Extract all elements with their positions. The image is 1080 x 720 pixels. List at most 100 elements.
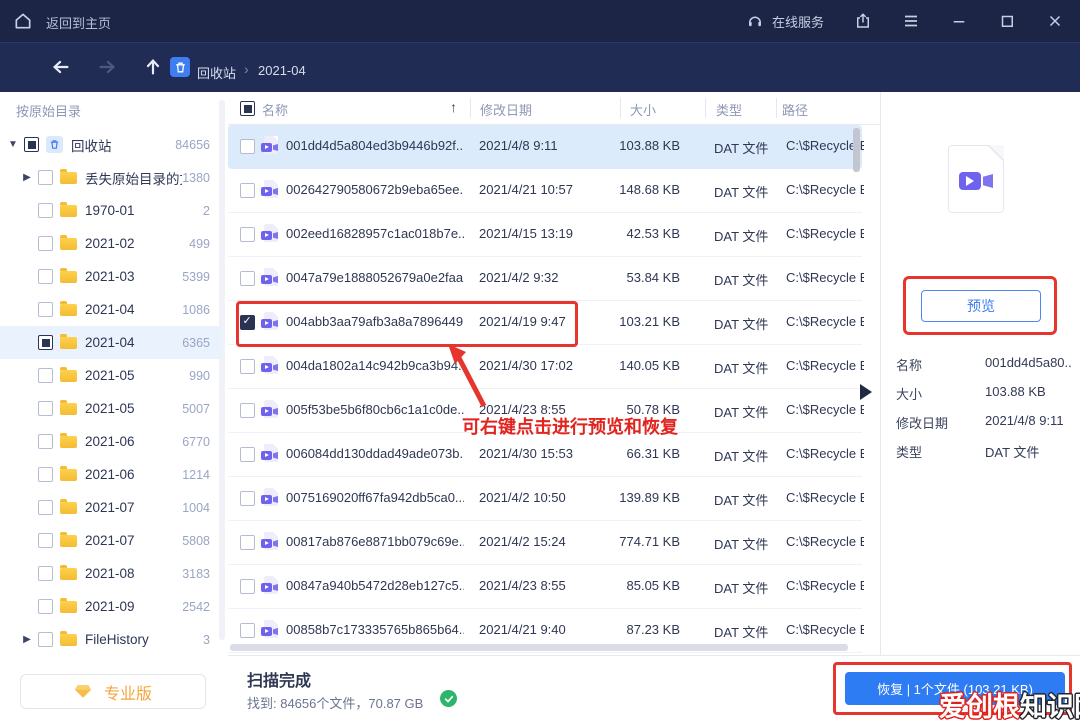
caret-right-icon[interactable]: ▶ (23, 634, 31, 645)
row-checkbox[interactable] (240, 271, 255, 286)
back-to-home-button[interactable]: 返回到主页 (46, 16, 112, 31)
online-service-button[interactable]: 在线服务 (746, 12, 824, 31)
row-checkbox[interactable] (240, 491, 255, 506)
tree-item-recycle[interactable]: ▼ 回收站 84656 (0, 128, 222, 161)
home-icon[interactable] (13, 11, 33, 31)
breadcrumb-current[interactable]: 2021-04 (258, 63, 306, 78)
folder-icon (60, 366, 77, 382)
caret-right-icon[interactable]: ▶ (23, 172, 31, 183)
vertical-scrollbar[interactable] (853, 128, 860, 172)
table-row[interactable]: 002642790580672b9eba65ee... 2021/4/21 10… (228, 169, 864, 213)
sort-ascending-icon[interactable]: ↑ (450, 99, 457, 115)
file-size: 85.05 KB (626, 578, 681, 593)
table-row[interactable]: 0075169020ff67fa942db5ca0... 2021/4/2 10… (228, 477, 864, 521)
breadcrumb-root[interactable]: 回收站 (197, 66, 237, 81)
row-checkbox[interactable] (240, 183, 255, 198)
tree-checkbox[interactable] (38, 632, 53, 647)
row-checkbox-checked[interactable] (240, 314, 255, 330)
caret-down-icon[interactable]: ▼ (8, 139, 18, 150)
table-rows: 001dd4d5a804ed3b9446b92f... 2021/4/8 9:1… (228, 125, 880, 653)
tree-checkbox[interactable] (38, 335, 53, 350)
select-all-checkbox[interactable] (240, 101, 255, 116)
table-row[interactable]: 0047a79e1888052679a0e2faa... 2021/4/2 9:… (228, 257, 864, 301)
tree-checkbox[interactable] (38, 500, 53, 515)
tree-item-2021-05-a[interactable]: ▶ 2021-05 990 (0, 359, 222, 392)
file-size: 774.71 KB (619, 534, 680, 549)
tree-item-label: 2021-09 (85, 599, 135, 614)
minimize-button[interactable] (950, 12, 968, 30)
column-name[interactable]: 名称 (262, 103, 289, 118)
row-checkbox[interactable] (240, 359, 255, 374)
column-date[interactable]: 修改日期 (480, 103, 533, 118)
tree-checkbox[interactable] (38, 566, 53, 581)
tree-item-2021-06-a[interactable]: ▶ 2021-06 6770 (0, 425, 222, 458)
directory-tree: ▼ 回收站 84656 ▶ 丢失原始目录的文件 1380 ▶ 1970-01 2 (0, 128, 222, 656)
tree-item-2021-04-selected[interactable]: ▶ 2021-04 6365 (0, 326, 222, 359)
recover-button[interactable]: 恢复 | 1个文件 (103.21 KB) (845, 672, 1065, 705)
column-path[interactable]: 路径 (782, 103, 809, 118)
table-row[interactable]: 004da1802a14c942b9ca3b94... 2021/4/30 17… (228, 345, 864, 389)
tree-item-label: 2021-03 (85, 269, 135, 284)
tree-checkbox[interactable] (38, 401, 53, 416)
table-row[interactable]: 005f53be5b6f80cb6c1a1c0de... 2021/4/23 8… (228, 389, 864, 433)
tree-item-filehistory[interactable]: ▶ FileHistory 3 (0, 623, 222, 656)
scroll-right-icon[interactable] (860, 384, 872, 400)
row-checkbox[interactable] (240, 447, 255, 462)
tree-item-lost-dir[interactable]: ▶ 丢失原始目录的文件 1380 (0, 161, 222, 194)
tree-checkbox[interactable] (38, 170, 53, 185)
file-type: DAT 文件 (714, 273, 769, 288)
row-checkbox[interactable] (240, 139, 255, 154)
main-menu-icon[interactable] (902, 12, 920, 30)
tree-item-1970-01[interactable]: ▶ 1970-01 2 (0, 194, 222, 227)
tree-item-2021-07-b[interactable]: ▶ 2021-07 5808 (0, 524, 222, 557)
tree-item-2021-09[interactable]: ▶ 2021-09 2542 (0, 590, 222, 623)
tree-checkbox[interactable] (38, 236, 53, 251)
column-size[interactable]: 大小 (630, 103, 657, 118)
tree-item-2021-07-a[interactable]: ▶ 2021-07 1004 (0, 491, 222, 524)
tree-checkbox[interactable] (38, 302, 53, 317)
tree-item-2021-02[interactable]: ▶ 2021-02 499 (0, 227, 222, 260)
file-date: 2021/4/8 9:11 (479, 138, 558, 153)
column-type[interactable]: 类型 (716, 103, 743, 118)
table-row-annotated[interactable]: 004abb3aa79afb3a8a7896449... 2021/4/19 9… (228, 301, 864, 345)
row-checkbox[interactable] (240, 579, 255, 594)
up-arrow-icon[interactable] (142, 56, 164, 78)
preview-button[interactable]: 预览 (921, 290, 1041, 322)
forward-arrow-icon[interactable] (96, 56, 118, 78)
tree-checkbox[interactable] (38, 533, 53, 548)
row-checkbox[interactable] (240, 623, 255, 638)
table-row[interactable]: 001dd4d5a804ed3b9446b92f... 2021/4/8 9:1… (228, 125, 864, 169)
pro-version-button[interactable]: 专业版 (20, 674, 206, 709)
table-row[interactable]: 00817ab876e8871bb079c69e... 2021/4/2 15:… (228, 521, 864, 565)
file-path: C:\$Recycle B (786, 534, 864, 549)
horizontal-scrollbar[interactable] (230, 644, 848, 651)
row-checkbox[interactable] (240, 227, 255, 242)
tree-checkbox[interactable] (38, 434, 53, 449)
file-date: 2021/4/19 9:47 (479, 314, 566, 329)
tree-checkbox[interactable] (24, 137, 39, 152)
tree-item-2021-06-b[interactable]: ▶ 2021-06 1214 (0, 458, 222, 491)
close-button[interactable] (1046, 12, 1064, 30)
back-arrow-icon[interactable] (50, 56, 72, 78)
table-row[interactable]: 00858b7c173335765b865b64... 2021/4/21 9:… (228, 609, 864, 653)
table-row[interactable]: 00847a940b5472d28eb127c5... 2021/4/23 8:… (228, 565, 864, 609)
maximize-button[interactable] (998, 12, 1016, 30)
tree-item-2021-03[interactable]: ▶ 2021-03 5399 (0, 260, 222, 293)
table-row[interactable]: 002eed16828957c1ac018b7e... 2021/4/15 13… (228, 213, 864, 257)
file-name: 004da1802a14c942b9ca3b94... (286, 358, 464, 373)
share-icon[interactable] (854, 12, 872, 30)
tree-checkbox[interactable] (38, 269, 53, 284)
file-type: DAT 文件 (714, 581, 769, 596)
tree-item-2021-08[interactable]: ▶ 2021-08 3183 (0, 557, 222, 590)
tree-item-2021-04-a[interactable]: ▶ 2021-04 1086 (0, 293, 222, 326)
table-row[interactable]: 006084dd130ddad49ade073b... 2021/4/30 15… (228, 433, 864, 477)
tree-checkbox[interactable] (38, 203, 53, 218)
tree-checkbox[interactable] (38, 599, 53, 614)
sidebar-scrollbar[interactable] (219, 100, 225, 640)
tree-item-2021-05-b[interactable]: ▶ 2021-05 5007 (0, 392, 222, 425)
row-checkbox[interactable] (240, 403, 255, 418)
tree-checkbox[interactable] (38, 368, 53, 383)
row-checkbox[interactable] (240, 535, 255, 550)
tree-item-count: 6770 (182, 434, 210, 449)
tree-checkbox[interactable] (38, 467, 53, 482)
